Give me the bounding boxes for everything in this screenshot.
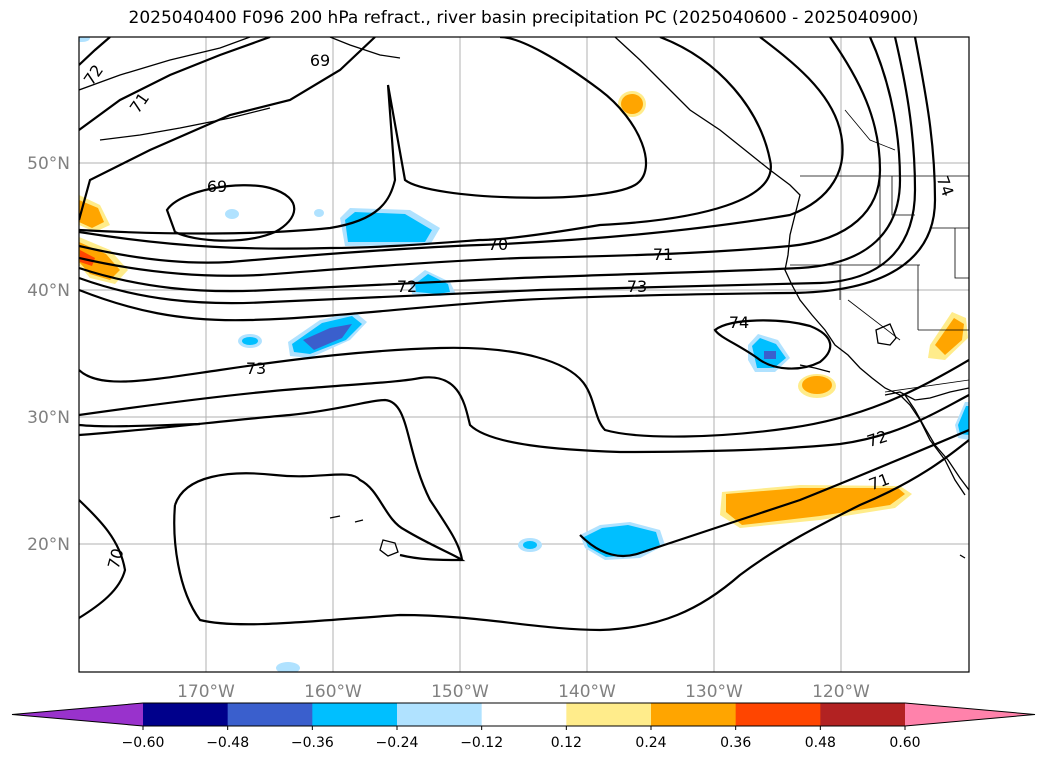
colorbar-segment xyxy=(143,703,229,726)
lat-label: 50°N xyxy=(27,154,70,174)
colorbar: −0.60 −0.48 −0.36 −0.24 −0.12 0.12 0.24 0.36 0.4… xyxy=(11,702,1036,751)
colorbar-tick-label: −0.12 xyxy=(460,735,503,751)
map-frame xyxy=(78,36,970,673)
longitude-labels: 170°W 160°W 150°W 140°W 130°W 120°W xyxy=(177,682,870,702)
lat-label: 40°N xyxy=(27,281,70,301)
lon-label: 130°W xyxy=(685,682,743,702)
contour-label: 69 xyxy=(310,51,330,70)
lon-label: 170°W xyxy=(177,682,235,702)
colorbar-segment xyxy=(227,703,313,726)
contour-label: 73 xyxy=(246,359,266,378)
colorbar-tick-label: −0.24 xyxy=(376,735,419,751)
contour-label: 74 xyxy=(729,313,749,332)
latitude-labels: 20°N 30°N 40°N 50°N xyxy=(27,154,70,555)
colorbar-segment xyxy=(481,703,567,726)
lon-label: 140°W xyxy=(558,682,616,702)
colorbar-tick-label: 0.48 xyxy=(805,735,836,751)
negative-anomaly-shading xyxy=(79,37,969,672)
contour-label: 73 xyxy=(627,277,647,296)
map-gridlines xyxy=(79,37,969,672)
contour-label: 70 xyxy=(488,235,508,254)
contour-label: 70 xyxy=(104,546,128,571)
contour-label: 72 xyxy=(397,277,417,296)
colorbar-segment xyxy=(397,703,483,726)
lat-label: 30°N xyxy=(27,408,70,428)
colorbar-extend-high xyxy=(905,703,1035,726)
refractivity-contours xyxy=(79,37,969,632)
colorbar-tick-label: −0.48 xyxy=(206,735,249,751)
lon-label: 120°W xyxy=(812,682,870,702)
colorbar-tick-label: 0.36 xyxy=(720,735,751,751)
colorbar-extend-low xyxy=(12,703,143,726)
coastlines xyxy=(79,37,969,559)
colorbar-tick-label: 0.12 xyxy=(551,735,582,751)
colorbar-segment xyxy=(566,703,652,726)
contour-label: 71 xyxy=(653,245,673,264)
colorbar-segment xyxy=(820,703,906,726)
lon-label: 150°W xyxy=(431,682,489,702)
lat-label: 20°N xyxy=(27,535,70,555)
colorbar-tick-label: −0.60 xyxy=(122,735,165,751)
map-title: 2025040400 F096 200 hPa refract., river … xyxy=(128,8,919,28)
colorbar-segment xyxy=(735,703,821,726)
colorbar-tick-label: −0.36 xyxy=(291,735,334,751)
lon-label: 160°W xyxy=(304,682,362,702)
colorbar-segment xyxy=(651,703,737,726)
contour-label: 69 xyxy=(207,177,227,196)
colorbar-tick-label: 0.60 xyxy=(889,735,920,751)
colorbar-tick-label: 0.24 xyxy=(635,735,666,751)
colorbar-segment xyxy=(312,703,398,726)
